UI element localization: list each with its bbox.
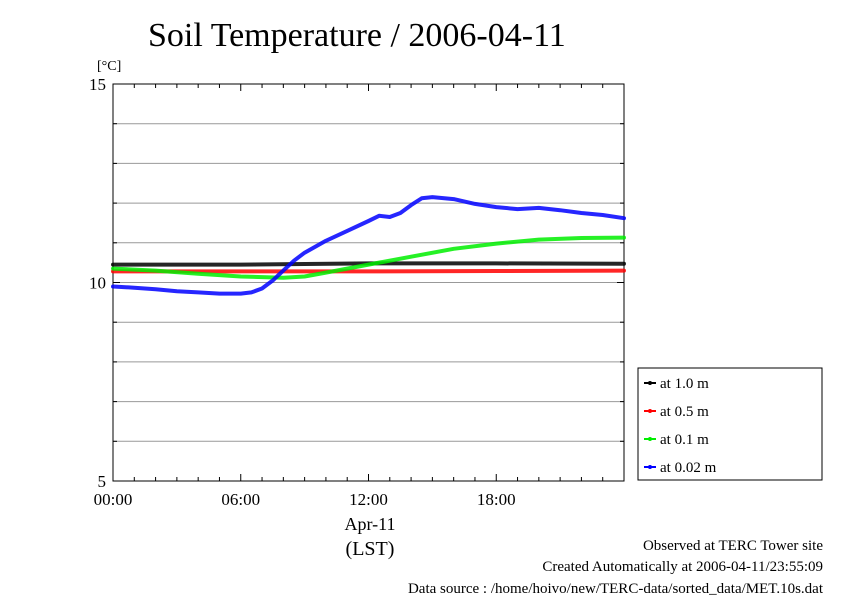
footer-observed: Observed at TERC Tower site <box>643 538 823 554</box>
legend-marker <box>648 381 652 385</box>
legend-marker <box>648 437 652 441</box>
legend-label: at 0.5 m <box>660 404 709 420</box>
y-tick-labels: 5 10 15 <box>89 75 106 491</box>
timezone-label: (LST) <box>346 538 395 560</box>
x-tick-label: 06:00 <box>221 490 260 509</box>
legend-label: at 0.02 m <box>660 460 717 476</box>
legend: at 1.0 m at 0.5 m at 0.1 m at 0.02 m <box>637 367 823 481</box>
x-tick-labels: 00:00 06:00 12:00 18:00 <box>94 490 516 509</box>
y-tick-label: 5 <box>98 472 107 491</box>
legend-label: at 0.1 m <box>660 432 709 448</box>
y-tick-label: 15 <box>89 75 106 94</box>
y-axis-unit: [°C] <box>97 59 121 74</box>
legend-marker <box>648 465 652 469</box>
x-tick-label: 00:00 <box>94 490 133 509</box>
footer-created: Created Automatically at 2006-04-11/23:5… <box>542 559 823 575</box>
legend-box <box>637 367 823 481</box>
series-line <box>111 195 626 296</box>
x-tick-label: 12:00 <box>349 490 388 509</box>
legend-label: at 1.0 m <box>660 376 709 392</box>
x-tick-label: 18:00 <box>477 490 516 509</box>
date-label: Apr-11 <box>345 514 396 534</box>
grid-lines <box>113 123 624 442</box>
y-tick-label: 10 <box>89 274 106 293</box>
legend-marker <box>648 409 652 413</box>
series-line <box>111 235 626 280</box>
chart-title: Soil Temperature / 2006-04-11 <box>148 17 566 54</box>
axis-ticks <box>112 83 625 482</box>
footer-data-source: Data source : /home/hoivo/new/TERC-data/… <box>408 581 824 595</box>
series-line <box>111 268 626 274</box>
series-lines <box>111 195 626 296</box>
